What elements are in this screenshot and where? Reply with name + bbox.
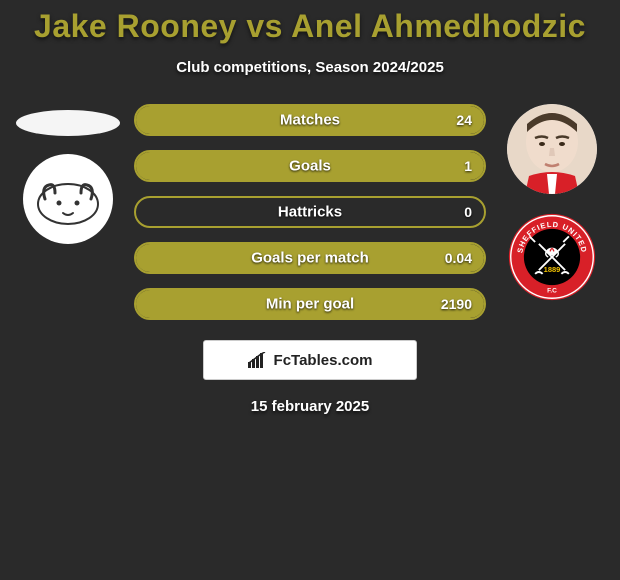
comparison-card: Jake Rooney vs Anel Ahmedhodzic Club com… [0,0,620,415]
player-avatar-right [507,104,597,194]
stat-label: Goals [289,158,331,175]
main-row: Matches 24 Goals 1 Hattricks 0 Goals per… [0,104,620,320]
stat-bar-goals-per-match: Goals per match 0.04 [134,242,486,274]
stat-value-right: 0 [464,204,472,220]
stat-value-right: 1 [464,158,472,174]
derby-ram-icon [33,169,103,229]
left-column [8,104,128,244]
page-title: Jake Rooney vs Anel Ahmedhodzic [0,8,620,45]
stat-value-right: 2190 [441,296,472,312]
club-logo-derby [23,154,113,244]
svg-text:F.C: F.C [547,288,557,295]
brand-text: FcTables.com [274,352,373,369]
sheffield-crest-icon: SHEFFIELD UNITED F.C 1889 [507,209,597,305]
bars-icon [248,352,268,368]
stat-bar-min-per-goal: Min per goal 2190 [134,288,486,320]
date-line: 15 february 2025 [0,398,620,415]
svg-text:1889: 1889 [544,265,561,274]
stat-label: Hattricks [278,204,342,221]
right-column: SHEFFIELD UNITED F.C 1889 [492,104,612,302]
stat-value-right: 24 [456,112,472,128]
face-icon [507,104,597,194]
stat-bar-hattricks: Hattricks 0 [134,196,486,228]
stat-label: Goals per match [251,250,369,267]
club-logo-sheffield: SHEFFIELD UNITED F.C 1889 [507,212,597,302]
stat-value-right: 0.04 [445,250,472,266]
stats-bars: Matches 24 Goals 1 Hattricks 0 Goals per… [128,104,492,320]
player-avatar-left [16,110,120,136]
subtitle: Club competitions, Season 2024/2025 [0,59,620,76]
brand-badge[interactable]: FcTables.com [203,340,417,380]
stat-bar-goals: Goals 1 [134,150,486,182]
stat-bar-matches: Matches 24 [134,104,486,136]
stat-label: Min per goal [266,296,354,313]
stat-label: Matches [280,112,340,129]
